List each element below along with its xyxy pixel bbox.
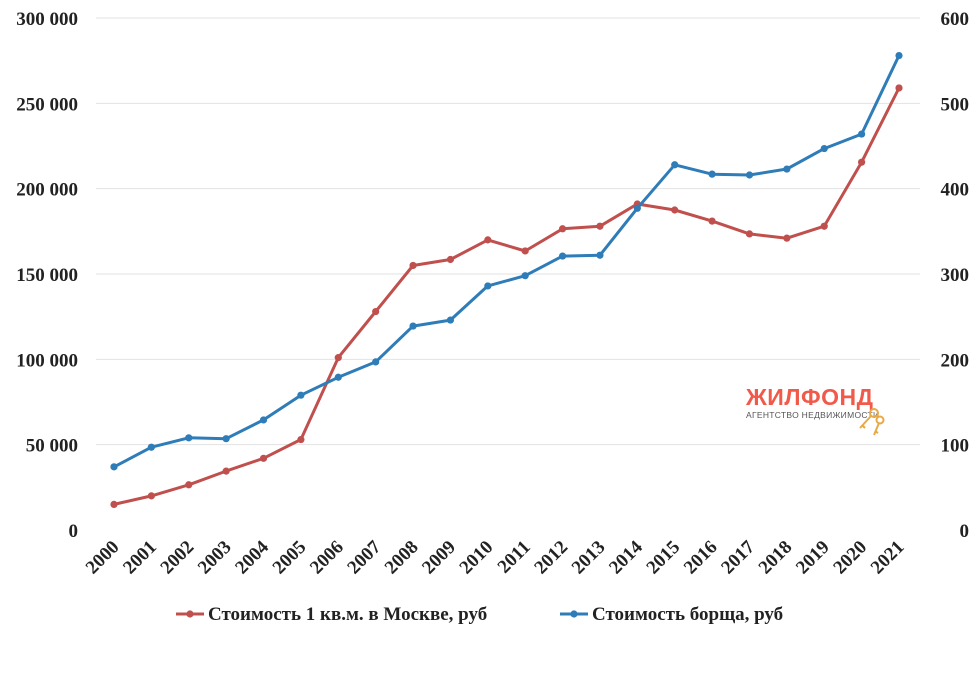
x-tick-label: 2007 (343, 536, 385, 578)
left-y-tick-label: 150 000 (16, 265, 78, 286)
keys-icon (859, 408, 885, 436)
series (110, 51, 903, 508)
x-tick-label: 2018 (755, 537, 797, 579)
data-point (484, 236, 492, 244)
legend-label-1: Стоимость 1 кв.м. в Москве, руб (208, 604, 487, 625)
left-y-tick-label: 200 000 (16, 180, 78, 201)
x-tick-label: 2021 (867, 537, 909, 579)
data-point (110, 500, 118, 508)
x-tick-label: 2012 (530, 537, 572, 579)
x-tick-label: 2004 (231, 536, 273, 578)
data-point (334, 373, 342, 381)
data-point (708, 170, 716, 178)
x-tick-label: 2003 (194, 537, 236, 579)
x-tick-label: 2008 (381, 537, 423, 579)
data-point (671, 161, 679, 169)
data-point (185, 434, 193, 442)
series-line-2 (113, 54, 901, 469)
x-tick-label: 2006 (306, 537, 348, 579)
x-tick-label: 2001 (119, 537, 161, 579)
left-y-tick-label: 100 000 (16, 350, 78, 371)
x-axis: 2000200120022003200420052006200720082009… (82, 536, 909, 578)
data-point (858, 130, 866, 138)
right-y-axis: 0 100 200 300 400 500 600 (941, 9, 970, 542)
data-point (783, 234, 791, 242)
x-tick-label: 2013 (568, 537, 610, 579)
data-point (745, 230, 754, 238)
left-y-tick-label: 300 000 (16, 9, 78, 30)
right-y-tick-label: 0 (960, 521, 970, 542)
watermark-subtitle: АГЕНТСТВО НЕДВИЖИМОСТИ (746, 410, 879, 420)
data-point (596, 222, 604, 230)
data-point (259, 416, 268, 424)
data-point (222, 467, 230, 475)
data-point (558, 252, 567, 260)
right-y-tick-label: 600 (941, 9, 970, 30)
gridlines (96, 17, 920, 446)
x-tick-label: 2014 (605, 536, 647, 578)
data-point (671, 206, 679, 214)
data-point (297, 435, 305, 444)
right-y-tick-label: 300 (941, 265, 970, 286)
legend: Стоимость 1 кв.м. в Москве, руб Стоимость… (176, 604, 783, 625)
data-point (372, 358, 380, 366)
x-tick-label: 2015 (643, 537, 685, 579)
x-tick-label: 2016 (680, 537, 722, 579)
x-tick-label: 2009 (418, 537, 460, 579)
x-tick-label: 2010 (456, 537, 498, 579)
x-tick-label: 2005 (269, 537, 311, 579)
data-point (409, 322, 417, 330)
right-y-tick-label: 100 (941, 436, 970, 457)
data-point (633, 204, 641, 212)
data-point (708, 217, 716, 225)
left-y-axis: 0 50 000 100 000 150 000 200 000 250 000 300 0… (16, 9, 78, 542)
data-point (372, 307, 380, 316)
data-point (558, 225, 567, 233)
data-point (409, 261, 417, 270)
watermark-logo: ЖИЛФОНД АГЕНТСТВО НЕДВИЖИМОСТИ (745, 384, 885, 436)
data-point (334, 354, 342, 362)
x-tick-label: 2019 (792, 537, 834, 579)
data-point (820, 144, 828, 153)
data-point (147, 492, 155, 500)
legend-label-2: Стоимость борща, руб (592, 604, 783, 625)
right-y-tick-label: 200 (941, 350, 970, 371)
data-point (895, 51, 903, 60)
data-point (259, 454, 268, 462)
left-y-tick-label: 50 000 (26, 436, 78, 457)
data-point (185, 481, 193, 489)
data-point (147, 443, 155, 451)
data-point (858, 158, 866, 166)
data-point (297, 391, 305, 399)
left-y-tick-label: 250 000 (16, 94, 78, 115)
data-point (110, 463, 118, 471)
right-y-tick-label: 500 (941, 94, 970, 115)
data-point (446, 255, 455, 264)
data-point (521, 247, 529, 255)
x-tick-label: 2000 (82, 537, 124, 579)
data-point (745, 171, 754, 179)
data-point (783, 165, 791, 173)
data-point (222, 435, 230, 443)
legend-marker-1 (186, 610, 194, 618)
watermark-title: ЖИЛФОНД (745, 384, 873, 410)
data-point (484, 282, 492, 290)
legend-marker-2 (570, 610, 578, 618)
series-line-1 (113, 87, 901, 506)
x-tick-label: 2002 (157, 537, 199, 579)
x-tick-label: 2020 (829, 537, 871, 579)
data-point (521, 272, 529, 280)
data-point (596, 251, 604, 259)
left-y-tick-label: 0 (69, 521, 79, 542)
data-point (895, 84, 903, 92)
data-point (820, 222, 828, 230)
data-point (446, 316, 455, 324)
right-y-tick-label: 400 (941, 180, 970, 201)
x-tick-label: 2011 (494, 537, 535, 578)
x-tick-label: 2017 (717, 536, 759, 578)
